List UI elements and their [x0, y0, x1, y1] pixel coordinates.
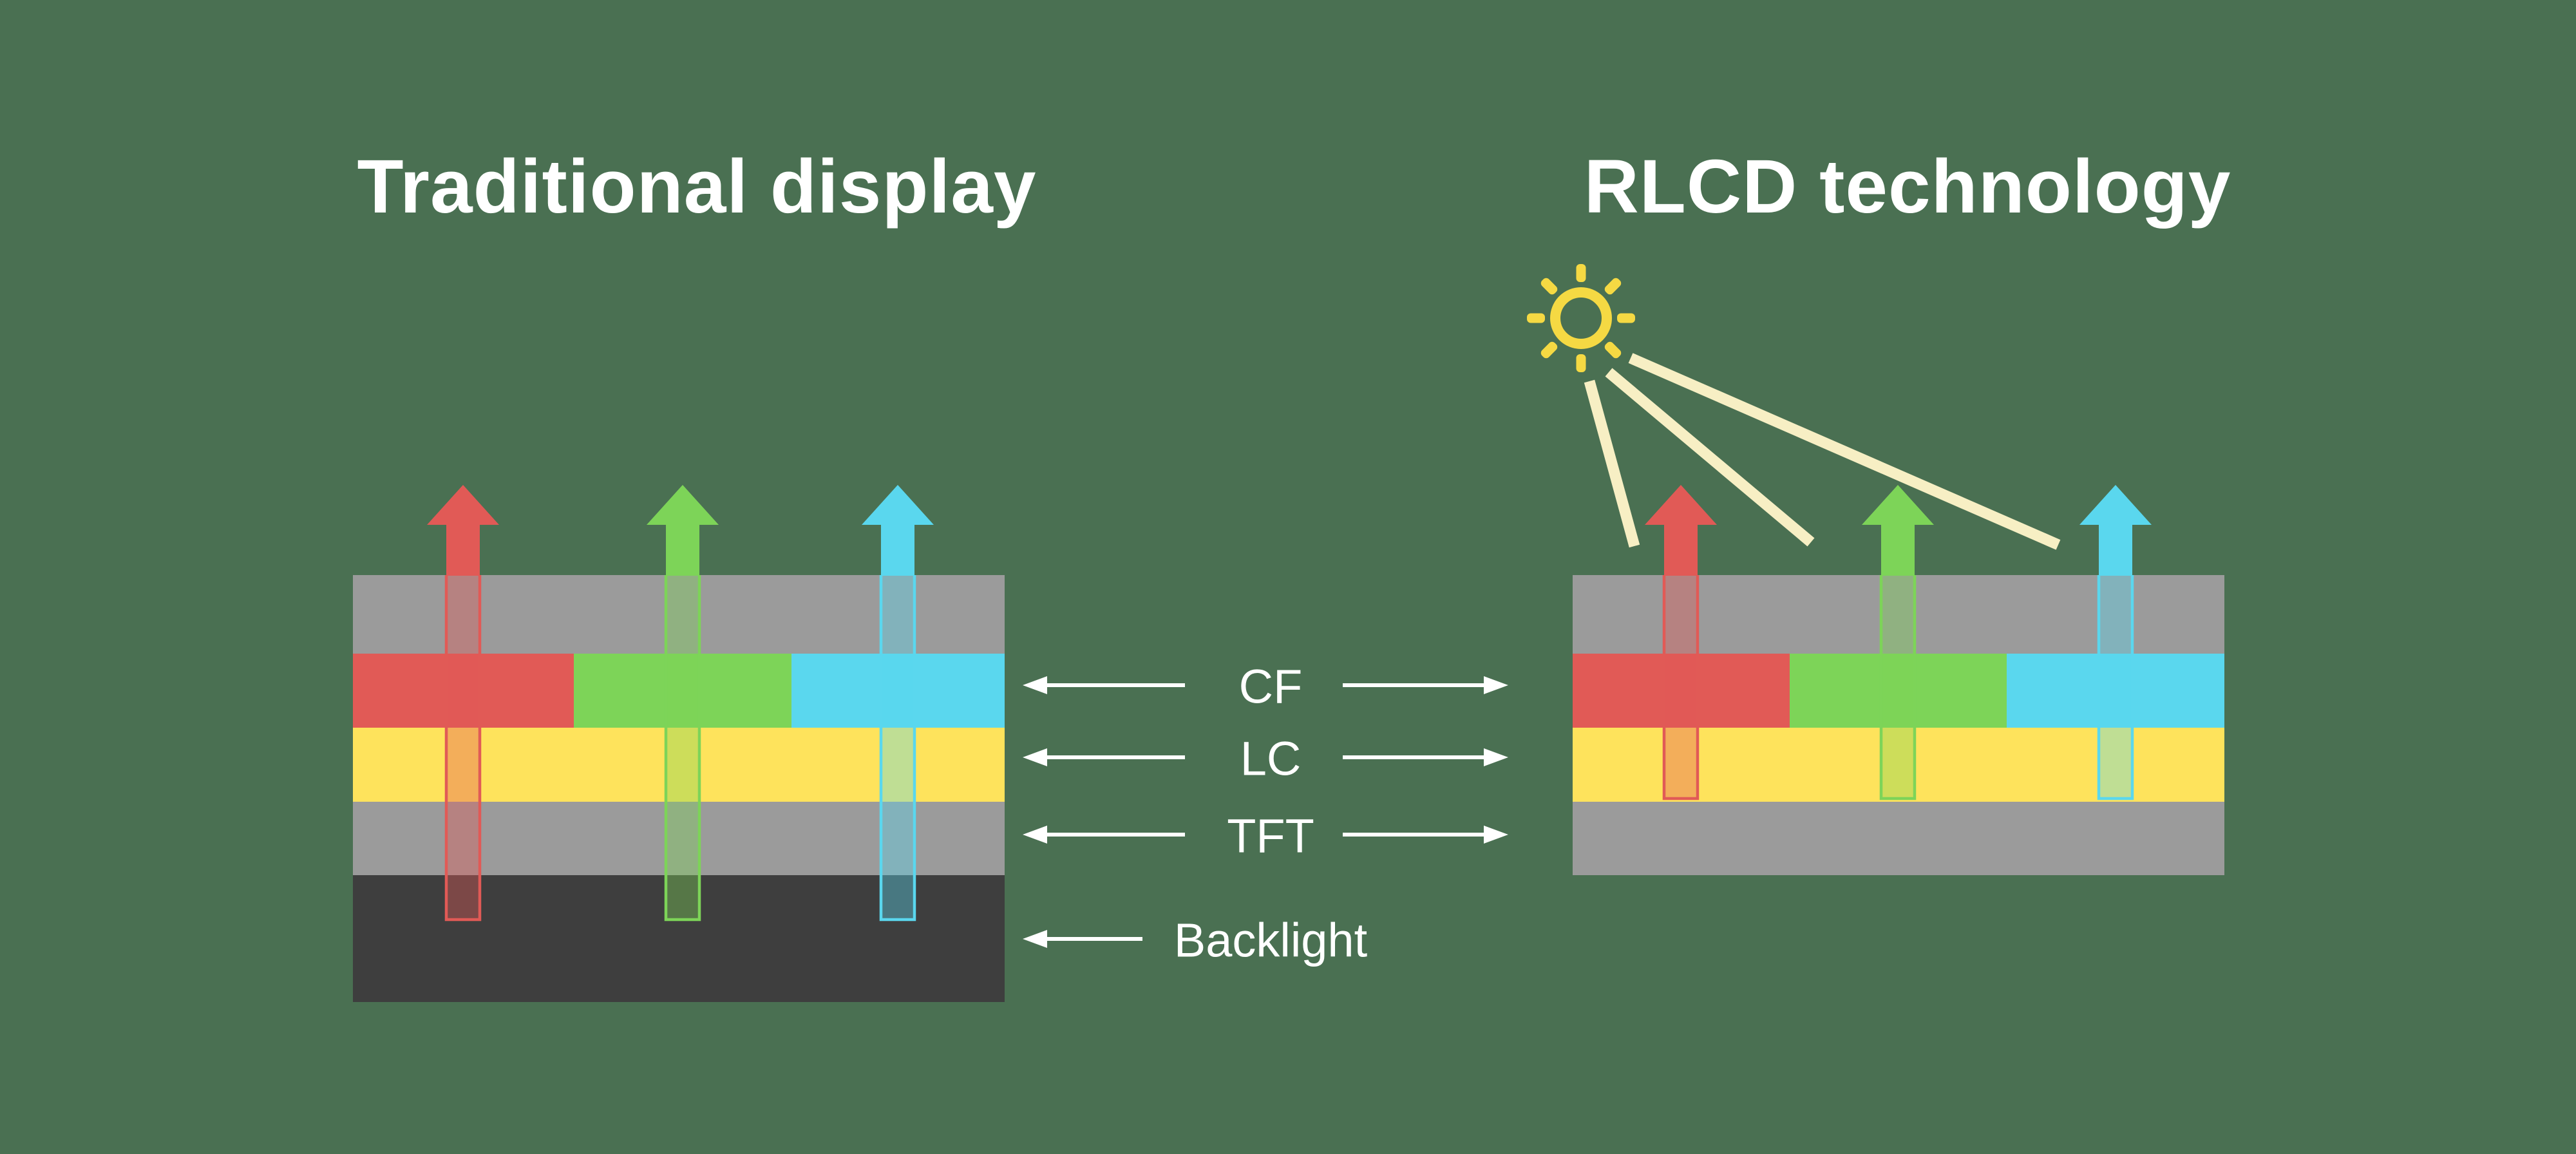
green-up-arrow [1862, 485, 1934, 576]
lc-layer [353, 728, 1005, 802]
red-light-path-outline [444, 575, 482, 922]
backlight-layer [353, 875, 1005, 1002]
annotation-row-tft: TFT [1023, 809, 1508, 863]
annotation-row-backlight: Backlight [1023, 914, 1368, 967]
cf-cyan-segment [2007, 654, 2224, 728]
cf-green-segment [574, 654, 791, 728]
sun-ray [1527, 313, 1545, 323]
annotation-row-cf: CF [1023, 660, 1508, 714]
green-light-path [666, 575, 699, 920]
cf-cyan-segment [791, 654, 1005, 728]
sunlight-beam [1628, 353, 2061, 550]
sun-ring [1550, 287, 1612, 349]
tft-layer [1573, 802, 2224, 875]
red-up-arrow [1645, 485, 1717, 576]
red-light-path [446, 575, 480, 920]
right-arrowhead-icon [1484, 748, 1508, 766]
green-up-arrow [647, 485, 719, 576]
label-cf: CF [1239, 660, 1303, 714]
cyan-light-path [2099, 575, 2132, 799]
cf-red-segment [1573, 654, 1790, 728]
sun-ray [1540, 341, 1558, 359]
annotation-row-lc: LC [1023, 732, 1508, 786]
red-light-path [1664, 575, 1698, 799]
sun-icon [1527, 264, 1635, 372]
green-light-path [1881, 575, 1915, 799]
red-up-arrow [427, 485, 499, 576]
left-arrowhead-icon [1023, 930, 1047, 948]
sun-ray [1576, 264, 1586, 282]
cyan-light-path-outline [879, 575, 916, 922]
sunlight-beams [1584, 353, 2061, 550]
rlcd-light-arrows [1645, 485, 2152, 800]
right-arrowhead-icon [1484, 826, 1508, 844]
sunlight-beam [1584, 379, 1640, 548]
label-tft: TFT [1227, 809, 1314, 863]
right-arrowhead-icon [1484, 676, 1508, 694]
sun-ray [1617, 313, 1635, 323]
sun-ray [1540, 278, 1558, 295]
lc-layer [1573, 728, 2224, 802]
sun-rays [1527, 264, 1635, 372]
layer-annotations: CF LC TFT Backlight [1023, 660, 1508, 967]
red-light-path-outline [1662, 575, 1700, 800]
cyan-light-path-outline [2097, 575, 2134, 800]
green-light-path-outline [664, 575, 701, 922]
cf-green-segment [1790, 654, 2007, 728]
left-arrowhead-icon [1023, 748, 1047, 766]
left-arrowhead-icon [1023, 676, 1047, 694]
title-rlcd-technology: RLCD technology [1584, 144, 2231, 229]
glass-layer [1573, 575, 2224, 654]
green-light-path-outline [1879, 575, 1917, 800]
cyan-up-arrow [2079, 485, 2152, 576]
rlcd-stack [1573, 575, 2224, 875]
title-traditional-display: Traditional display [357, 144, 1036, 229]
cyan-light-path [881, 575, 914, 920]
sun-ray [1576, 354, 1586, 372]
left-arrowhead-icon [1023, 826, 1047, 844]
traditional-light-arrows [427, 485, 934, 922]
sun-ray [1604, 341, 1622, 359]
sunlight-beam [1605, 368, 1815, 547]
sun-ray [1604, 278, 1622, 295]
traditional-display-stack [353, 575, 1005, 1002]
cyan-up-arrow [862, 485, 934, 576]
cf-red-segment [353, 654, 574, 728]
tft-layer [353, 802, 1005, 875]
glass-layer [353, 575, 1005, 654]
label-lc: LC [1240, 732, 1302, 786]
label-backlight: Backlight [1174, 914, 1368, 967]
